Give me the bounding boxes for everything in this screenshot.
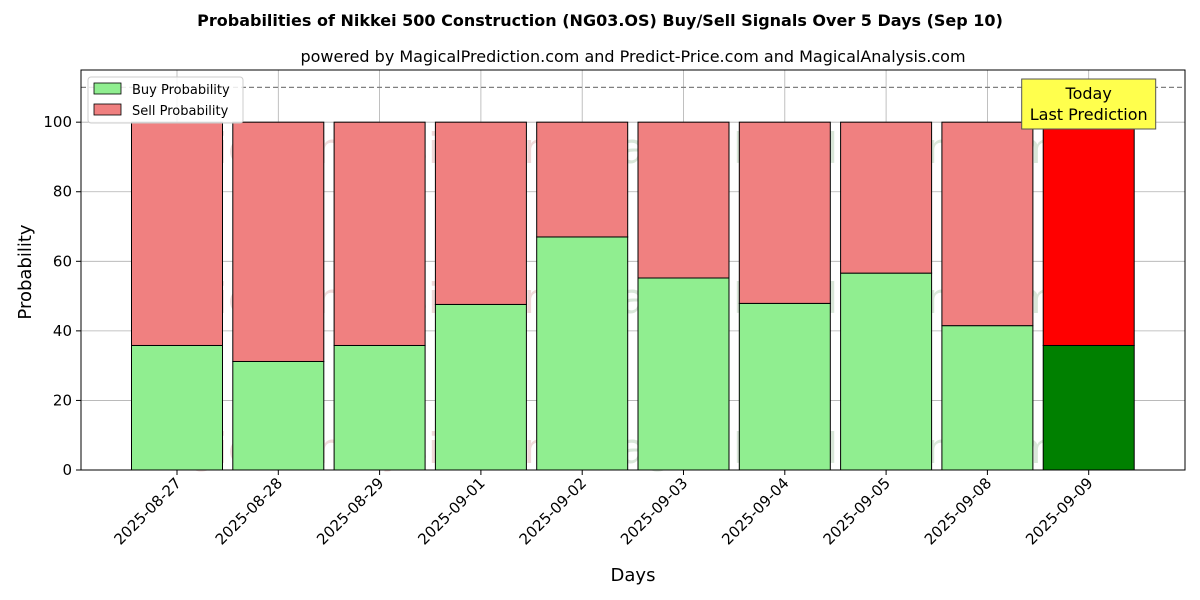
annotation-text: Today (1065, 84, 1112, 103)
bar-sell (131, 121, 223, 346)
x-tick-label: 2025-09-09 (1022, 474, 1096, 548)
bar-sell (840, 121, 933, 274)
bar-buy (131, 344, 223, 471)
y-axis: 0 20 40 60 80 100 (43, 113, 81, 479)
bar-sell (333, 121, 426, 346)
x-tick-label: 2025-08-29 (313, 474, 387, 548)
legend-label-buy: Buy Probability (132, 83, 230, 98)
bar-buy (840, 272, 933, 471)
x-axis: 2025-08-27 2025-08-28 2025-08-29 2025-09-01… (110, 470, 1097, 548)
bar-sell (941, 121, 1034, 327)
bar-sell (637, 121, 730, 279)
y-tick-label: 40 (53, 322, 72, 340)
legend-label-sell: Sell Probability (132, 104, 229, 119)
chart-subtitle: powered by MagicalPrediction.com and Pre… (300, 47, 965, 66)
legend-swatch-buy (93, 82, 122, 95)
bars (131, 121, 1135, 471)
x-axis-label: Days (611, 565, 656, 586)
legend-swatch-sell (93, 103, 122, 116)
bar-sell (434, 121, 527, 305)
bar-buy (232, 360, 325, 471)
annotation-text: Last Prediction (1030, 105, 1148, 124)
y-tick-label: 20 (53, 391, 72, 409)
bar-buy (637, 277, 730, 471)
bar-buy (941, 325, 1034, 471)
today-annotation: Today Last Prediction (1021, 78, 1157, 130)
bar-buy (738, 302, 831, 471)
bar-sell (232, 121, 325, 362)
x-tick-label: 2025-09-02 (516, 474, 590, 548)
y-tick-label: 80 (53, 183, 72, 201)
x-tick-label: 2025-08-28 (212, 474, 286, 548)
bar-sell (536, 121, 629, 238)
x-tick-label: 2025-09-03 (617, 474, 691, 548)
y-tick-label: 0 (62, 461, 72, 479)
bar-buy (1042, 344, 1135, 471)
x-tick-label: 2025-09-04 (718, 474, 792, 548)
y-tick-label: 100 (43, 113, 72, 131)
bar-buy (434, 303, 527, 471)
bar-buy (333, 344, 426, 471)
bar-sell (738, 121, 831, 304)
x-tick-label: 2025-09-08 (921, 474, 995, 548)
plot-frame (80, 69, 1186, 471)
x-tick-label: 2025-09-01 (414, 474, 488, 548)
bar-buy (536, 236, 629, 471)
x-tick-label: 2025-09-05 (820, 474, 894, 548)
y-axis-label: Probability (15, 224, 36, 319)
legend: Buy Probability Sell Probability (87, 76, 244, 124)
legend-box (87, 76, 244, 124)
chart-title: Probabilities of Nikkei 500 Construction… (197, 11, 1003, 30)
y-tick-label: 60 (53, 252, 72, 270)
bar-sell (1042, 121, 1135, 346)
x-tick-label: 2025-08-27 (110, 474, 184, 548)
annotation-box (1021, 78, 1157, 130)
